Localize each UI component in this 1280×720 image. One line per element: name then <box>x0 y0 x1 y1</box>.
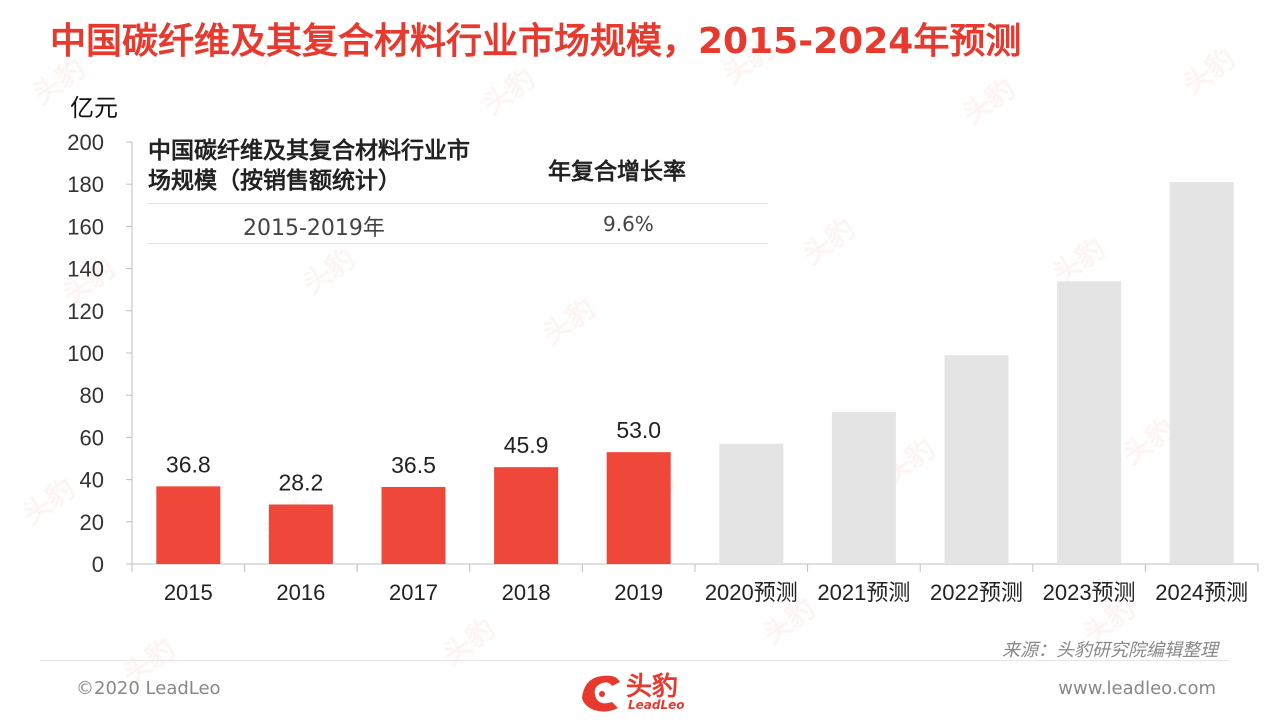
bar-value-label: 36.5 <box>391 452 436 478</box>
y-tick-label: 140 <box>67 257 104 282</box>
x-tick-label: 2017 <box>389 580 438 605</box>
x-tick-label: 2015 <box>164 580 213 605</box>
page-title: 中国碳纤维及其复合材料行业市场规模，2015-2024年预测 <box>50 21 1022 62</box>
actual-bar <box>494 467 559 564</box>
y-tick-label: 160 <box>67 214 104 239</box>
x-tick-label: 2024预测 <box>1155 580 1248 605</box>
bar-value-label: 53.0 <box>616 417 661 443</box>
logo-text: 头豹 <box>626 672 679 702</box>
legend-header-cagr: 年复合增长率 <box>548 159 686 185</box>
bar-value-label: 36.8 <box>166 451 211 477</box>
logo-subtext: LeadLeo <box>628 698 685 712</box>
x-tick-label: 2020预测 <box>705 580 798 605</box>
forecast-bar <box>719 443 784 564</box>
y-tick-label: 40 <box>80 468 104 493</box>
source-note: 来源：头豹研究院编辑整理 <box>1002 640 1218 661</box>
cagr-legend-box: 中国碳纤维及其复合材料行业市场规模（按销售额统计） 年复合增长率 2015-20… <box>148 136 768 246</box>
x-tick-label: 2019 <box>614 580 663 605</box>
y-tick-label: 120 <box>67 299 104 324</box>
x-tick-label: 2022预测 <box>930 580 1023 605</box>
y-tick-label: 20 <box>80 510 104 535</box>
leopard-head-icon <box>582 675 620 712</box>
actual-bar <box>606 452 671 564</box>
x-tick-label: 2016 <box>276 580 325 605</box>
leadleo-logo: 头豹 LeadLeo <box>578 664 708 716</box>
actual-bar <box>268 504 333 564</box>
forecast-bar <box>831 412 896 564</box>
legend-cagr-value: 9.6% <box>603 212 654 236</box>
y-tick-label: 180 <box>67 172 104 197</box>
actual-bar <box>156 486 221 564</box>
legend-divider <box>148 203 768 204</box>
y-tick-label: 200 <box>67 130 104 155</box>
legend-header-market-size: 中国碳纤维及其复合材料行业市场规模（按销售额统计） <box>148 138 470 194</box>
legend-divider <box>148 243 768 244</box>
legend-period: 2015-2019年 <box>243 216 385 241</box>
bar-value-label: 45.9 <box>504 432 549 458</box>
forecast-bar <box>944 355 1009 564</box>
x-tick-label: 2021预测 <box>817 580 910 605</box>
copyright-text: ©2020 LeadLeo <box>76 678 221 699</box>
bar-value-label: 28.2 <box>279 469 324 495</box>
website-link[interactable]: www.leadleo.com <box>1058 678 1216 699</box>
y-tick-label: 60 <box>80 425 104 450</box>
y-tick-label: 100 <box>67 341 104 366</box>
forecast-bar <box>1057 281 1122 564</box>
forecast-bar <box>1169 182 1234 564</box>
x-tick-label: 2018 <box>502 580 551 605</box>
actual-bar <box>381 486 446 564</box>
x-tick-label: 2023预测 <box>1043 580 1136 605</box>
y-tick-label: 0 <box>92 552 104 577</box>
footer-divider <box>40 660 1230 661</box>
y-tick-label: 80 <box>80 383 104 408</box>
y-axis-unit-label: 亿元 <box>70 94 118 122</box>
